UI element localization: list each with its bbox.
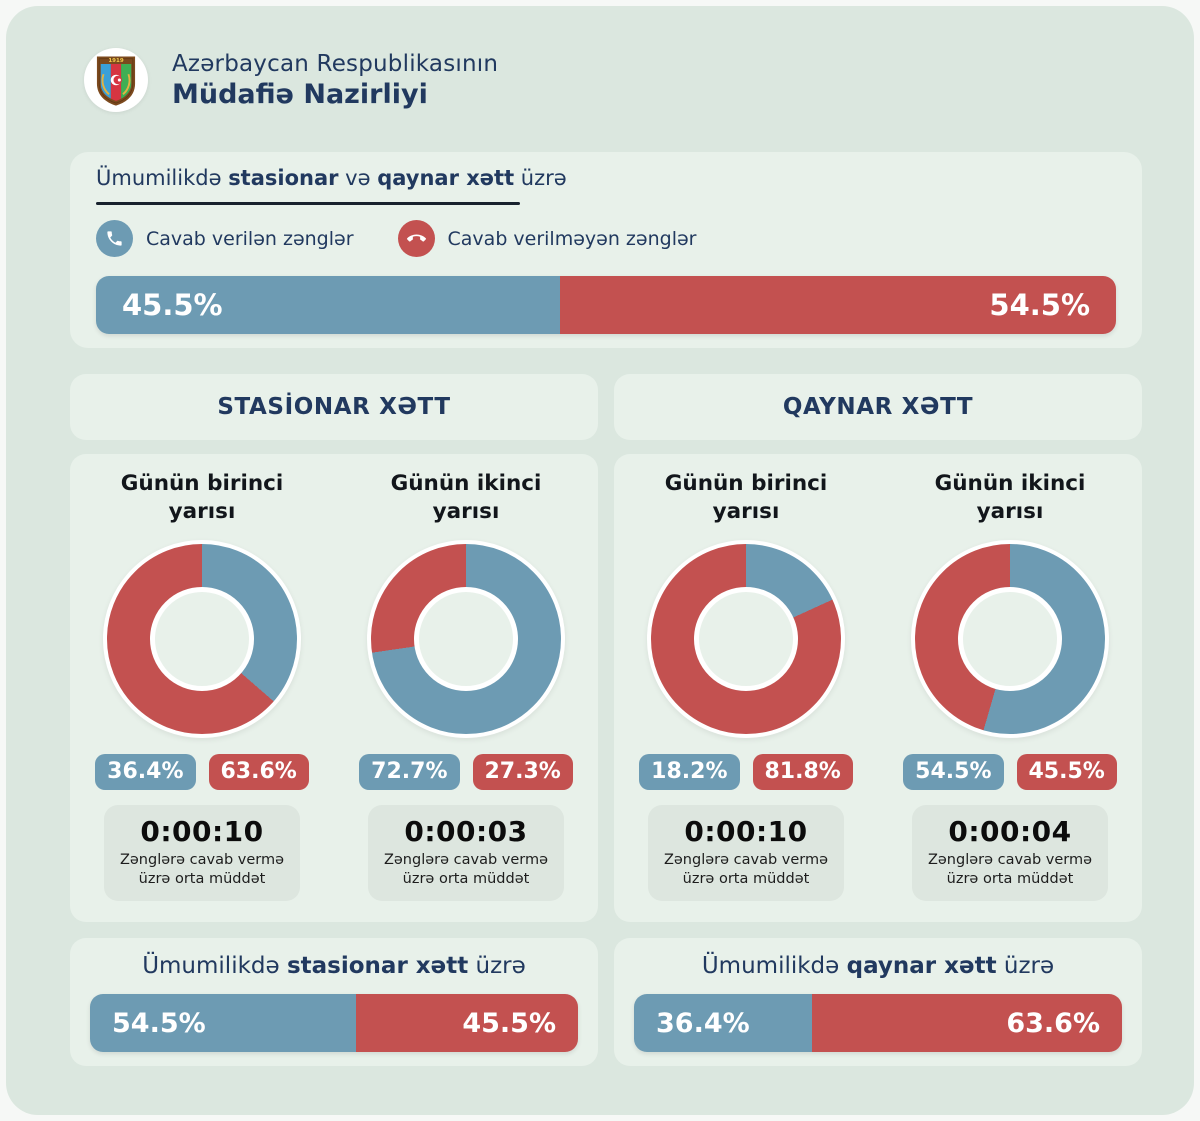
qaynar-answered-segment: 36.4% (634, 994, 812, 1052)
donut-chart-qaynar-second-half (911, 539, 1109, 738)
qaynar-first-half-column: Günün birinci yarısı 18.2% 81.8% 0:00:10 … (614, 454, 878, 922)
stasionar-first-half-column: Günün birinci yarısı 36.4% 63.6% 0:00:10 … (70, 454, 334, 922)
qaynar-missed-value: 63.6% (1006, 1007, 1100, 1039)
stasionar-missed-segment: 45.5% (355, 994, 578, 1052)
answered-percent-badge: 54.5% (903, 753, 1004, 790)
infographic-canvas: 1919 Azərbaycan Respublikasının Müdafiə … (6, 6, 1194, 1115)
panel-title-stasionar: STASİONAR XƏTT (217, 394, 451, 420)
phone-answered-icon (96, 220, 133, 257)
missed-percent-badge: 63.6% (208, 753, 309, 790)
percent-badges: 18.2% 81.8% (639, 753, 853, 790)
avg-time-card: 0:00:10 Zənglərə cavab vermə üzrə orta mü… (104, 804, 300, 902)
chart-title: Günün ikinci yarısı (390, 471, 542, 525)
avg-time-value: 0:00:10 (684, 814, 808, 848)
missed-percent-badge: 27.3% (472, 753, 573, 790)
percent-badges: 36.4% 63.6% (95, 753, 309, 790)
qaynar-answered-value: 36.4% (656, 1007, 750, 1039)
stasionar-answered-segment: 54.5% (90, 994, 356, 1052)
qaynar-total-bar: 36.4% 63.6% (634, 994, 1122, 1052)
panel-body-stasionar: Günün birinci yarısı 36.4% 63.6% 0:00:10 … (70, 454, 598, 922)
qaynar-total-title: Ümumilikdə qaynar xətt üzrə (701, 953, 1055, 979)
panel-header-stasionar: STASİONAR XƏTT (70, 374, 598, 440)
avg-time-caption: Zənglərə cavab vermə üzrə orta müddət (663, 851, 829, 887)
panel-title-qaynar: QAYNAR XƏTT (782, 394, 974, 420)
header: 1919 Azərbaycan Respublikasının Müdafiə … (84, 48, 498, 112)
legend-item-missed: Cavab verilməyən zənglər (397, 220, 697, 257)
panel-header-qaynar: QAYNAR XƏTT (614, 374, 1142, 440)
missed-percent-badge: 45.5% (1016, 753, 1117, 790)
chart-title: Günün birinci yarısı (664, 471, 828, 525)
avg-time-caption: Zənglərə cavab vermə üzrə orta müddət (383, 851, 549, 887)
qaynar-missed-segment: 63.6% (811, 994, 1122, 1052)
stasionar-missed-value: 45.5% (462, 1007, 556, 1039)
overall-bar-missed-segment: 54.5% (560, 276, 1116, 334)
title-underline (96, 202, 520, 205)
svg-text:1919: 1919 (108, 58, 123, 64)
stasionar-second-half-column: Günün ikinci yarısı 72.7% 27.3% 0:00:03 Z… (334, 454, 598, 922)
ministry-emblem-icon: 1919 (96, 56, 136, 106)
missed-percent-badge: 81.8% (752, 753, 853, 790)
qaynar-total-card: Ümumilikdə qaynar xətt üzrə 36.4% 63.6% (614, 938, 1142, 1066)
legend-label-answered: Cavab verilən zənglər (146, 227, 354, 250)
panel-body-qaynar: Günün birinci yarısı 18.2% 81.8% 0:00:10 … (614, 454, 1142, 922)
org-name-line1: Azərbaycan Respublikasının (172, 50, 499, 77)
donut-chart-stasionar-second-half (367, 539, 565, 738)
stasionar-total-title: Ümumilikdə stasionar xətt üzrə (142, 953, 526, 979)
avg-time-card: 0:00:04 Zənglərə cavab vermə üzrə orta mü… (912, 804, 1108, 902)
phone-declined-icon (397, 220, 435, 257)
stasionar-total-bar: 54.5% 45.5% (90, 994, 578, 1052)
ministry-logo: 1919 (84, 48, 148, 112)
donut-chart-qaynar-first-half (647, 539, 845, 738)
percent-badges: 72.7% 27.3% (359, 753, 573, 790)
avg-time-caption: Zənglərə cavab vermə üzrə orta müddət (119, 851, 285, 887)
stasionar-answered-value: 54.5% (112, 1007, 206, 1039)
legend-item-answered: Cavab verilən zənglər (96, 220, 354, 257)
header-titles: Azərbaycan Respublikasının Müdafiə Nazir… (172, 51, 498, 110)
stasionar-total-card: Ümumilikdə stasionar xətt üzrə 54.5% 45.… (70, 938, 598, 1066)
avg-time-card: 0:00:03 Zənglərə cavab vermə üzrə orta mü… (368, 804, 564, 902)
answered-percent-badge: 18.2% (639, 753, 740, 790)
chart-title: Günün ikinci yarısı (934, 471, 1086, 525)
org-name-line2: Müdafiə Nazirliyi (172, 78, 428, 110)
answered-percent-badge: 36.4% (95, 753, 196, 790)
chart-title: Günün birinci yarısı (120, 471, 284, 525)
overall-stacked-bar: 45.5% 54.5% (96, 276, 1116, 334)
overall-summary-card: Ümumilikdə stasionar və qaynar xətt üzrə… (70, 152, 1142, 348)
percent-badges: 54.5% 45.5% (903, 753, 1117, 790)
overall-bar-answered-value: 45.5% (122, 288, 223, 322)
overall-title: Ümumilikdə stasionar və qaynar xətt üzrə (96, 166, 567, 190)
avg-time-caption: Zənglərə cavab vermə üzrə orta müddət (927, 851, 1093, 887)
avg-time-card: 0:00:10 Zənglərə cavab vermə üzrə orta mü… (648, 804, 844, 902)
avg-time-value: 0:00:04 (948, 814, 1072, 848)
avg-time-value: 0:00:10 (140, 814, 264, 848)
avg-time-value: 0:00:03 (404, 814, 528, 848)
qaynar-second-half-column: Günün ikinci yarısı 54.5% 45.5% 0:00:04 Z… (878, 454, 1142, 922)
overall-bar-answered-segment: 45.5% (96, 276, 561, 334)
legend: Cavab verilən zənglər Cavab verilməyən z… (96, 220, 696, 257)
donut-chart-stasionar-first-half (103, 539, 301, 738)
answered-percent-badge: 72.7% (359, 753, 460, 790)
legend-label-missed: Cavab verilməyən zənglər (447, 227, 697, 250)
overall-bar-missed-value: 54.5% (989, 288, 1090, 322)
